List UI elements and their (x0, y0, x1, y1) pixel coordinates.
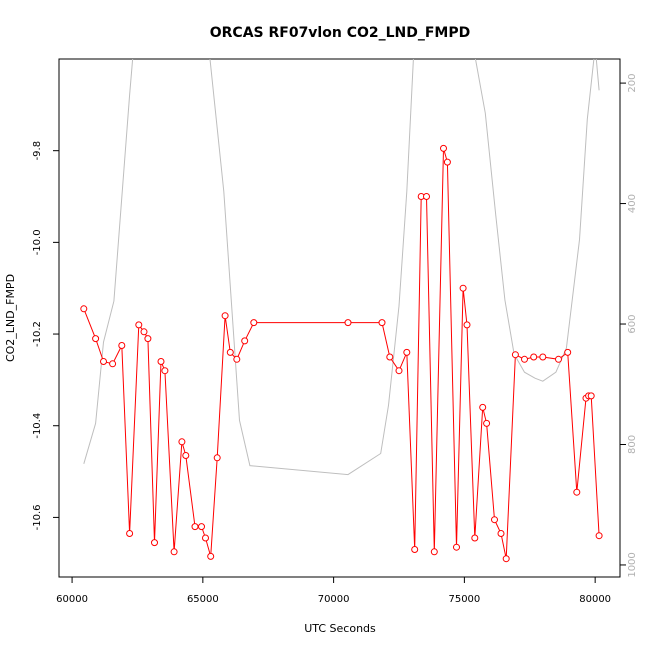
x-tick-label: 75000 (448, 594, 480, 605)
co2-point (440, 144, 447, 152)
co2-point (573, 488, 581, 496)
co2-point (463, 321, 471, 329)
y2-tick-label: 600 (627, 314, 638, 333)
co2-point (395, 367, 403, 375)
co2-point (595, 532, 603, 540)
co2-point (521, 355, 528, 363)
co2-point (178, 438, 186, 446)
co2-point (233, 355, 241, 363)
co2-point (378, 319, 386, 327)
co2-point (453, 543, 460, 551)
y-tick-label: -10.0 (32, 229, 43, 255)
co2-point (161, 367, 169, 375)
y-tick-label: -10.4 (32, 413, 43, 439)
chart-title: ORCAS RF07vlon CO2_LND_FMPD (210, 25, 471, 41)
co2-point (479, 403, 487, 411)
co2-point (241, 337, 249, 345)
co2-point (587, 392, 595, 400)
x-axis: 60000 65000 70000 75000 80000 (56, 577, 611, 605)
y-tick-label: -10.6 (32, 504, 43, 530)
co2-point (530, 353, 538, 361)
co2-point (140, 328, 148, 336)
co2-series (80, 144, 603, 563)
co2-point (92, 335, 100, 343)
co2-point (198, 523, 205, 531)
x-tick-label: 65000 (187, 594, 219, 605)
y-tick-label: -9.8 (32, 141, 43, 161)
co2-point (118, 342, 126, 349)
co2-point (411, 546, 419, 553)
co2-point (144, 335, 152, 343)
co2-point (430, 548, 438, 556)
co2-point (344, 319, 352, 327)
co2-point (100, 358, 107, 365)
co2-point (539, 353, 547, 361)
co2-point (202, 534, 209, 542)
co2-point (221, 312, 229, 320)
x-tick-label: 80000 (579, 594, 611, 605)
y2-tick-label: 400 (627, 194, 638, 213)
plot-area (58, 58, 621, 578)
co2-point (459, 284, 467, 292)
co2-point (491, 516, 498, 524)
co2-point (157, 358, 165, 365)
co2-point (403, 348, 411, 356)
co2-point (226, 348, 234, 356)
co2-point (191, 523, 199, 531)
co2-point (151, 539, 158, 547)
co2-point (80, 305, 88, 313)
x-tick-label: 70000 (318, 594, 350, 605)
pressure-line (83, 59, 600, 476)
co2-point (135, 321, 143, 329)
y2-tick-label: 800 (627, 435, 638, 454)
co2-point (483, 419, 491, 427)
co2-point (109, 360, 117, 368)
co2-point (126, 530, 134, 537)
co2-point (213, 454, 221, 462)
y2-tick-label: 1000 (627, 552, 638, 577)
y-tick-label: -10.2 (32, 321, 43, 347)
co2-point (250, 319, 258, 327)
co2-point (386, 353, 394, 361)
y2-tick-label: 200 (627, 74, 638, 93)
co2-point (564, 348, 572, 356)
x-axis-label: UTC Seconds (304, 622, 376, 635)
co2-point (471, 534, 479, 542)
co2-point (423, 193, 430, 200)
co2-point (511, 351, 519, 359)
co2-point (443, 158, 451, 166)
co2-point (497, 530, 505, 537)
co2-point (170, 548, 178, 556)
co2-point (502, 555, 510, 563)
co2-point (182, 452, 190, 459)
pressure-series (83, 59, 600, 476)
y2-axis: 200 400 600 800 1000 (620, 74, 638, 578)
co2-point (555, 355, 562, 363)
y-axis: -10.6 -10.4 -10.2 -10.0 -9.8 (32, 141, 59, 530)
co2-point (207, 552, 215, 560)
x-tick-label: 60000 (56, 594, 88, 605)
co2-line (83, 148, 600, 559)
y-axis-label: CO2_LND_FMPD (4, 274, 17, 362)
